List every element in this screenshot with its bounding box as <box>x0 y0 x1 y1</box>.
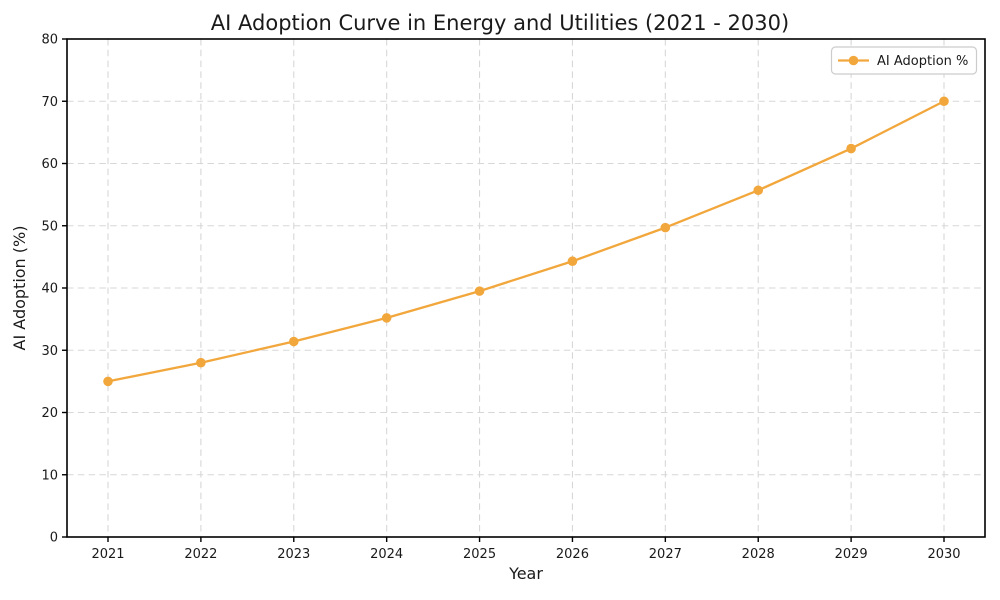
x-axis-label: Year <box>508 564 543 583</box>
x-tick-label: 2021 <box>91 547 124 562</box>
data-point-marker <box>381 313 392 323</box>
y-tick-label: 30 <box>41 344 58 359</box>
y-tick-label: 50 <box>41 219 58 234</box>
x-tick-label: 2029 <box>835 547 868 562</box>
x-tick-label: 2026 <box>556 547 589 562</box>
x-tick-label: 2024 <box>370 547 403 562</box>
y-tick-label: 40 <box>41 282 58 297</box>
data-point-marker <box>196 357 206 368</box>
y-tick-label: 60 <box>41 157 58 172</box>
legend: AI Adoption % <box>830 46 978 75</box>
y-tick-label: 80 <box>41 33 58 48</box>
data-point-marker <box>939 96 949 107</box>
data-point-marker <box>753 185 764 196</box>
series-line <box>106 100 946 383</box>
chart-title: AI Adoption Curve in Energy and Utilitie… <box>211 11 789 35</box>
data-point-marker <box>103 376 113 387</box>
x-tick-label: 2027 <box>649 547 682 562</box>
x-tick-label: 2023 <box>277 547 310 562</box>
y-tick-label: 10 <box>41 468 58 483</box>
legend-marker-icon <box>848 55 859 66</box>
y-axis-label: AI Adoption (%) <box>10 226 29 351</box>
data-point-marker <box>474 286 485 296</box>
y-tick-label: 70 <box>41 95 58 110</box>
y-tick-label: 0 <box>50 531 58 546</box>
legend-box <box>830 46 978 75</box>
data-point-marker <box>288 336 299 347</box>
data-point-marker <box>567 256 578 267</box>
x-tick-label: 2028 <box>742 547 775 562</box>
x-tick-label: 2025 <box>463 547 496 562</box>
data-point-marker <box>660 222 671 233</box>
y-tick-label: 20 <box>41 406 58 421</box>
x-tick-label: 2022 <box>184 547 217 562</box>
data-point-marker <box>846 143 856 154</box>
legend-label: AI Adoption % <box>877 54 968 69</box>
x-tick-label: 2030 <box>927 547 960 562</box>
